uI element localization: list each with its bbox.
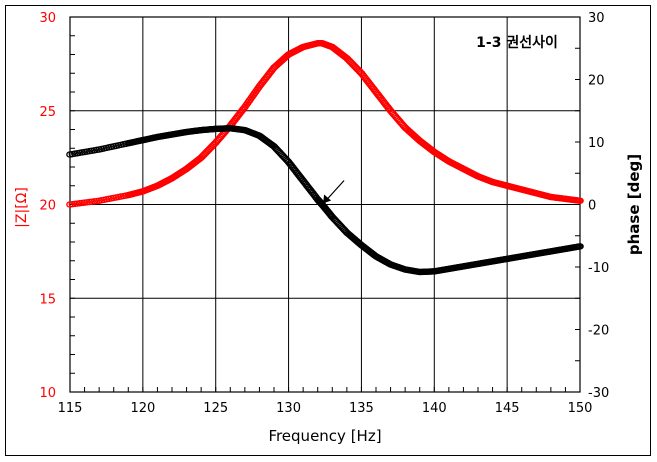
y-right-axis-label: phase [deg] bbox=[625, 154, 643, 255]
y-right-tick-label: -20 bbox=[588, 324, 609, 339]
y-right-tick-label: -10 bbox=[588, 261, 609, 276]
y-right-tick-label: -30 bbox=[588, 386, 609, 401]
data-point-marker bbox=[576, 243, 584, 250]
x-tick-label: 150 bbox=[568, 401, 593, 416]
series-phase bbox=[66, 125, 584, 276]
series-impedance bbox=[66, 40, 584, 208]
y-left-tick-label: 25 bbox=[39, 105, 56, 120]
chart-title: 1-3 권선사이 bbox=[476, 34, 558, 51]
x-axis-label: Frequency [Hz] bbox=[268, 427, 381, 445]
y-right-tick-label: 10 bbox=[588, 136, 605, 151]
y-left-tick-label: 20 bbox=[39, 199, 56, 214]
y-right-tick-label: 20 bbox=[588, 74, 605, 89]
y-right-tick-label: 30 bbox=[588, 11, 605, 26]
annotation-arrow-line bbox=[324, 180, 345, 202]
data-point-marker bbox=[576, 197, 584, 204]
y-left-tick-label: 30 bbox=[39, 11, 56, 26]
y-left-tick-label: 15 bbox=[39, 292, 56, 307]
x-tick-label: 135 bbox=[349, 401, 374, 416]
x-tick-label: 120 bbox=[130, 401, 155, 416]
x-tick-label: 145 bbox=[495, 401, 520, 416]
x-tick-label: 130 bbox=[276, 401, 301, 416]
arrow-head-icon bbox=[323, 194, 332, 204]
chart-frame bbox=[5, 5, 651, 456]
y-right-tick-label: 0 bbox=[588, 199, 596, 214]
y-left-axis-label: |Z|[Ω] bbox=[14, 187, 30, 228]
x-tick-label: 125 bbox=[203, 401, 228, 416]
x-tick-label: 115 bbox=[58, 401, 83, 416]
y-left-tick-label: 10 bbox=[39, 386, 56, 401]
x-tick-label: 140 bbox=[422, 401, 447, 416]
